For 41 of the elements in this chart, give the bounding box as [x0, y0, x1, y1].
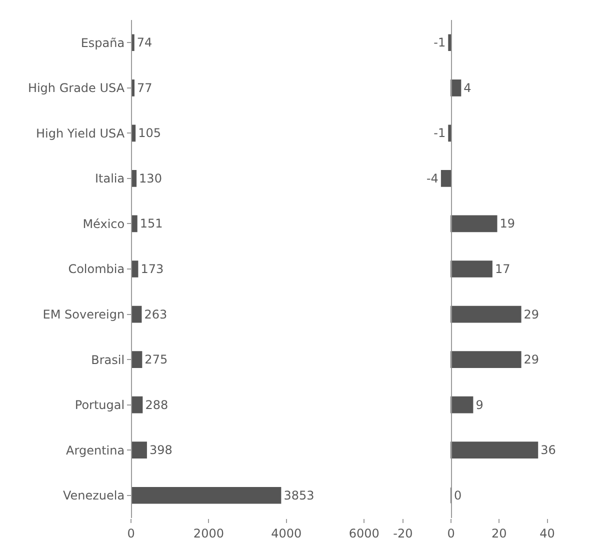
data-label: 288 [145, 398, 168, 412]
y-tick-label: High Grade USA [28, 81, 126, 96]
y-tick-label: Colombia [68, 262, 125, 276]
x-tick-label: 2000 [193, 526, 224, 540]
data-label: 263 [144, 307, 168, 322]
y-tick-label: España [80, 36, 125, 50]
x-tick-label: 0 [447, 526, 455, 540]
data-label: 36 [540, 443, 556, 458]
data-label: -1 [434, 126, 446, 140]
x-tick-label: 0 [127, 526, 135, 540]
y-tick-label: Portugal [74, 398, 125, 412]
data-label: 74 [136, 36, 152, 50]
data-label: 3853 [284, 488, 314, 502]
y-tick-label: Italia [94, 172, 125, 186]
y-tick-label: México [82, 216, 125, 231]
x-tick-label: 4000 [271, 526, 302, 540]
data-label: 398 [149, 443, 172, 458]
y-tick-label: Venezuela [62, 488, 125, 503]
y-tick-label: Argentina [66, 443, 125, 458]
y-tick-label: Brasil [91, 352, 125, 367]
data-label: 77 [136, 80, 152, 95]
data-label: 9 [476, 398, 484, 412]
data-label: 4 [464, 80, 472, 95]
data-label: 130 [139, 171, 162, 186]
x-tick-label: 6000 [348, 526, 380, 540]
data-label: -4 [426, 171, 438, 186]
data-label: 29 [524, 307, 540, 322]
data-label: 0 [454, 488, 462, 502]
data-label: -1 [434, 36, 446, 50]
x-tick-label: -20 [393, 526, 413, 540]
data-label: 17 [494, 262, 510, 276]
y-tick-label: High Yield USA [36, 126, 126, 140]
data-label: 151 [140, 216, 163, 231]
data-label: 275 [144, 352, 168, 367]
y-tick-label: EM Sovereign [42, 307, 125, 322]
x-tick-label: 20 [492, 526, 507, 540]
data-label: 105 [138, 126, 161, 140]
data-label: 29 [524, 352, 540, 367]
x-tick-label: 40 [540, 526, 555, 540]
data-label: 19 [500, 216, 516, 231]
data-label: 173 [140, 262, 164, 276]
